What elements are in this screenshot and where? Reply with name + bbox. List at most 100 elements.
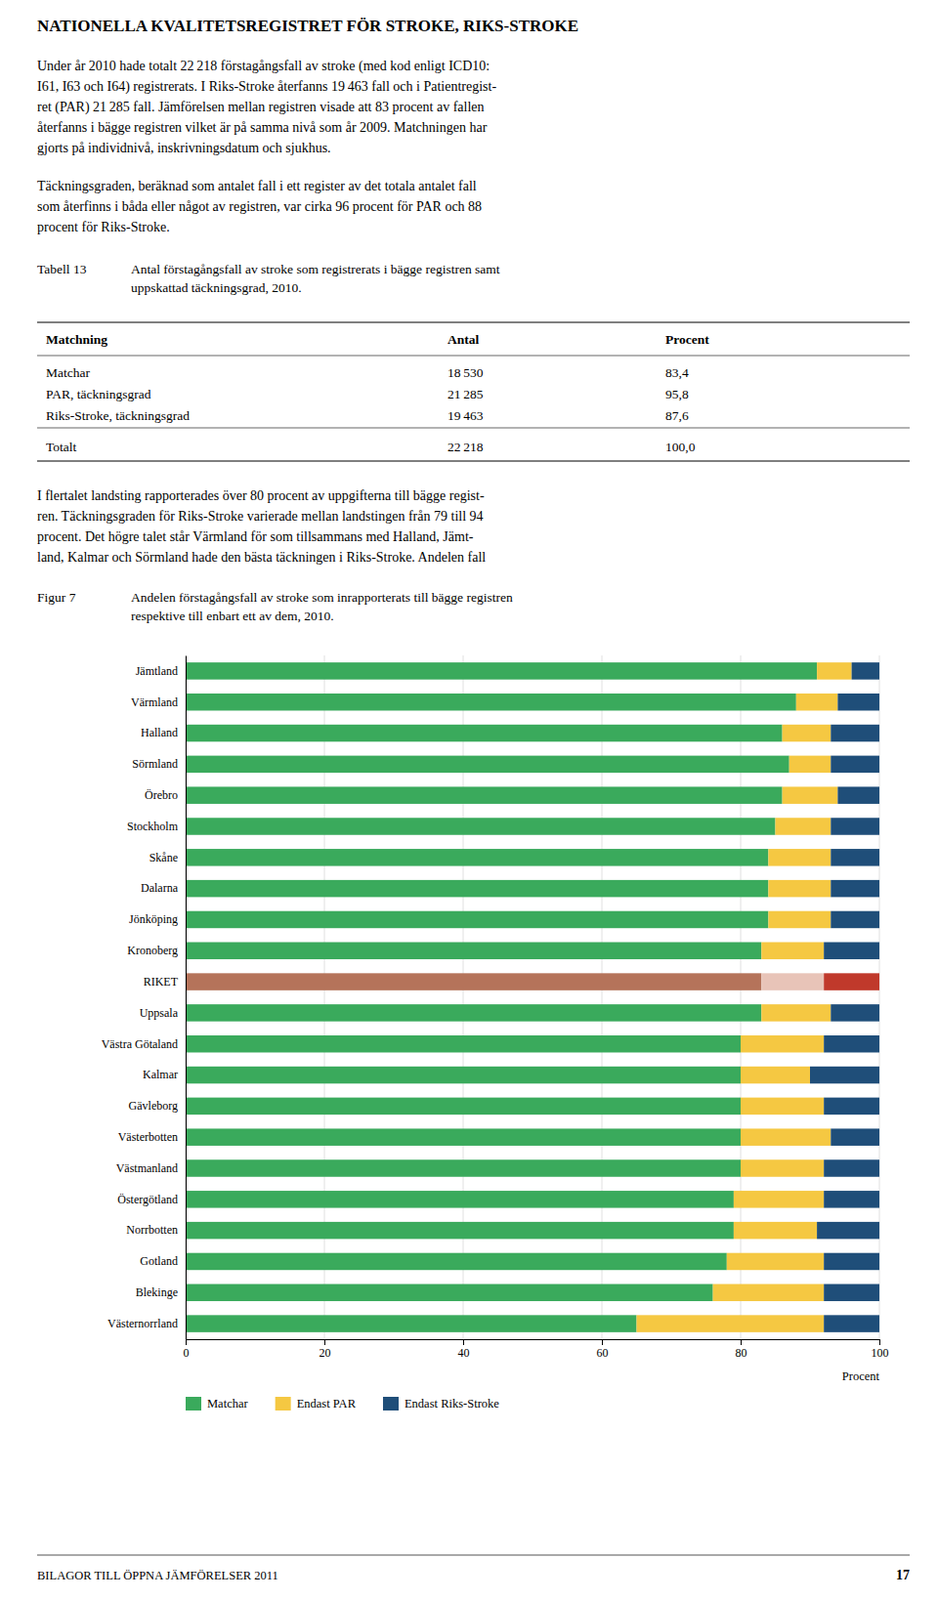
y-tick: RIKET: [143, 975, 186, 989]
bar: [789, 756, 832, 774]
y-tick-label: RIKET: [143, 975, 179, 989]
bar: [837, 693, 880, 712]
x-tick: 0: [183, 1339, 190, 1361]
bar: [185, 849, 768, 867]
bar: [830, 817, 880, 836]
bar: [713, 1284, 825, 1303]
table-cell-line: 83,4: [665, 365, 689, 381]
body-text-line: I flertalet landsting rapporterades över…: [37, 488, 485, 504]
bar: [185, 1315, 638, 1333]
table-title-line: uppskattad täckningsgrad, 2010.: [130, 280, 302, 296]
bar: [185, 1128, 741, 1147]
y-tick-label: Kalmar: [142, 1067, 178, 1082]
y-tick: Sörmland: [131, 757, 186, 771]
y-tick-label: Jönköping: [128, 912, 178, 927]
y-tick-label: Örebro: [144, 788, 178, 803]
table-cell: 21 285: [447, 386, 484, 402]
legend-item: Matchar: [185, 1397, 249, 1411]
x-tick-label: 40: [458, 1346, 470, 1361]
legend-label: Endast PAR: [297, 1397, 357, 1411]
bar: [767, 911, 831, 930]
figure-number-line: Figur 7: [37, 590, 77, 605]
bar: [733, 1191, 824, 1209]
y-tick: Gävleborg: [128, 1099, 186, 1113]
bar: [830, 1004, 880, 1023]
y-tick: Västmanland: [116, 1161, 186, 1176]
bar: [185, 693, 797, 712]
x-tick: 20: [319, 1339, 332, 1361]
y-tick: Västra Götaland: [101, 1037, 186, 1052]
bar: [761, 973, 824, 991]
body-text-line: I61, I63 och I64) registrerats. I Riks-S…: [37, 79, 497, 95]
footer-rule: [37, 1554, 910, 1556]
y-tick: Blekinge: [135, 1285, 186, 1300]
y-tick: Uppsala: [139, 1006, 186, 1021]
bar: [823, 1191, 880, 1209]
bar-series: [185, 662, 817, 1333]
page-title-line: NATIONELLA KVALITETSREGISTRET FÖR STROKE…: [37, 16, 579, 36]
bar: [185, 880, 768, 898]
bar: [830, 724, 880, 743]
table-cell-line: 100,0: [665, 439, 696, 455]
bar: [782, 786, 839, 805]
bar: [823, 973, 880, 991]
bar: [823, 1035, 880, 1054]
bar: [637, 1315, 825, 1333]
bar: [740, 1159, 824, 1178]
bar: [740, 1098, 824, 1116]
grid: [185, 655, 880, 1340]
footer-text: BILAGOR TILL ÖPPNA JÄMFÖRELSER 2011: [37, 1569, 279, 1583]
y-tick-label: Blekinge: [135, 1285, 178, 1300]
rule: [37, 460, 910, 463]
bar: [830, 849, 880, 867]
x-axis-line: [186, 1340, 881, 1347]
y-tick: Kalmar: [142, 1067, 186, 1082]
table-cell-line: Riks-Stroke, täckningsgrad: [45, 408, 190, 424]
x-tick-label: 20: [319, 1346, 332, 1361]
grid-line: [185, 655, 187, 1340]
table-header: Matchning: [45, 332, 108, 347]
chart-title-line: Andelen förstagångsfall av stroke som in…: [130, 590, 513, 605]
bar: [830, 911, 880, 930]
bar: [185, 1004, 762, 1023]
bar: [823, 942, 880, 961]
bar: [761, 942, 824, 961]
body-text: Under år 2010 hade totalt 22 218 förstag…: [37, 58, 497, 156]
rule: [37, 355, 910, 357]
bar: [796, 693, 839, 712]
page: NATIONELLA KVALITETSREGISTRET FÖR STROKE…: [0, 0, 938, 1600]
y-tick: Västerbotten: [118, 1130, 186, 1145]
y-tick-label: Skåne: [149, 851, 178, 865]
bar: [823, 1315, 880, 1333]
body-text-line: ren. Täckningsgraden för Riks-Stroke var…: [37, 509, 484, 524]
footer-page: 17: [895, 1568, 910, 1583]
y-tick: Gotland: [139, 1254, 186, 1269]
table-header-line: Matchning: [45, 332, 108, 347]
table-cell: 100,0: [665, 439, 696, 455]
body-text-line: ret (PAR) 21 285 fall. Jämförelsen mella…: [37, 99, 485, 116]
bar: [830, 880, 880, 898]
y-tick-label: Västerbotten: [118, 1130, 178, 1145]
legend-item: Endast PAR: [275, 1397, 357, 1411]
bar: [823, 1253, 880, 1272]
x-tick-label: 60: [596, 1346, 609, 1361]
table-number-line: Tabell 13: [37, 261, 87, 277]
y-tick-label: Dalarna: [140, 881, 179, 896]
y-tick-label: Gotland: [139, 1254, 178, 1269]
table-title-line: Antal förstagångsfall av stroke som regi…: [130, 261, 501, 277]
bar-series: [810, 662, 880, 1333]
y-tick: Stockholm: [127, 819, 186, 834]
legend-label: Matchar: [207, 1397, 249, 1411]
chart-title-line: respektive till enbart ett av dem, 2010.: [130, 608, 335, 624]
y-tick: Skåne: [149, 851, 186, 865]
body-text-line: Täckningsgraden, beräknad som antalet fa…: [37, 178, 477, 194]
rule: [37, 321, 910, 324]
bar: [185, 1035, 741, 1054]
footer-page-line: 17: [895, 1568, 910, 1583]
bar: [185, 1159, 741, 1178]
y-tick: Örebro: [144, 788, 186, 803]
table-number: Tabell 13: [37, 261, 87, 277]
bar: [782, 724, 832, 743]
table-cell: Riks-Stroke, täckningsgrad: [45, 408, 190, 424]
bar: [816, 662, 853, 681]
